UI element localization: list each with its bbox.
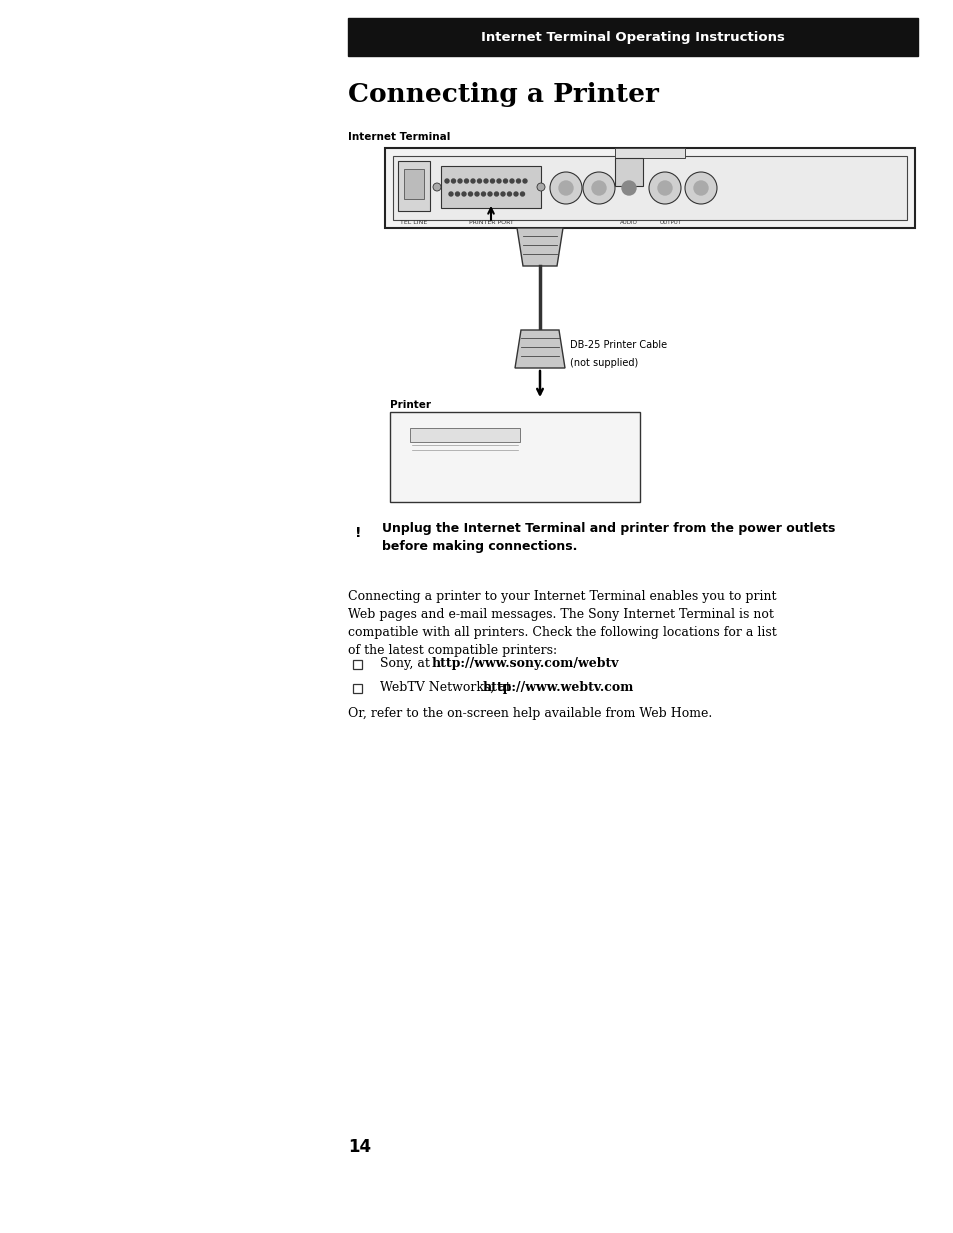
Bar [615, 158, 642, 186]
Text: Printer: Printer [390, 399, 431, 411]
Text: before making connections.: before making connections. [381, 540, 577, 552]
Circle shape [455, 192, 459, 196]
Circle shape [648, 171, 680, 203]
Circle shape [433, 182, 440, 191]
Bar [410, 428, 519, 441]
Bar [390, 412, 639, 502]
Text: compatible with all printers. Check the following locations for a list: compatible with all printers. Check the … [348, 626, 776, 639]
Circle shape [475, 192, 478, 196]
Text: TEL LINE: TEL LINE [400, 219, 427, 224]
Text: Connecting a printer to your Internet Terminal enables you to print: Connecting a printer to your Internet Te… [348, 591, 776, 603]
Circle shape [503, 179, 507, 182]
Circle shape [550, 171, 581, 203]
Bar [393, 157, 906, 219]
Text: Web pages and e-mail messages. The Sony Internet Terminal is not: Web pages and e-mail messages. The Sony … [348, 608, 773, 621]
Circle shape [507, 192, 511, 196]
Circle shape [488, 192, 492, 196]
Circle shape [592, 181, 605, 195]
Circle shape [537, 182, 544, 191]
Circle shape [510, 179, 514, 182]
Bar [353, 660, 361, 670]
Circle shape [500, 192, 504, 196]
Text: 14: 14 [348, 1138, 371, 1157]
Bar [440, 166, 540, 208]
Text: http://www.sony.com/webtv: http://www.sony.com/webtv [432, 657, 618, 670]
Text: OUTPUT: OUTPUT [659, 219, 681, 224]
Bar [615, 148, 684, 158]
Circle shape [444, 179, 449, 182]
Text: Or, refer to the on-screen help available from Web Home.: Or, refer to the on-screen help availabl… [348, 707, 712, 720]
Text: Internet Terminal: Internet Terminal [348, 132, 450, 142]
Circle shape [461, 192, 465, 196]
Text: DB-25 Printer Cable: DB-25 Printer Cable [569, 340, 666, 350]
Bar [403, 169, 423, 199]
Text: Unplug the Internet Terminal and printer from the power outlets: Unplug the Internet Terminal and printer… [381, 522, 835, 535]
Text: Internet Terminal Operating Instructions: Internet Terminal Operating Instructions [480, 31, 784, 43]
Circle shape [522, 179, 526, 182]
Circle shape [451, 179, 455, 182]
Circle shape [471, 179, 475, 182]
Circle shape [490, 179, 494, 182]
Circle shape [449, 192, 453, 196]
Circle shape [494, 192, 498, 196]
Circle shape [468, 192, 472, 196]
Circle shape [483, 179, 488, 182]
Circle shape [693, 181, 707, 195]
Circle shape [464, 179, 468, 182]
Text: (not supplied): (not supplied) [569, 358, 638, 367]
Text: http://www.webtv.com: http://www.webtv.com [482, 681, 634, 694]
Text: of the latest compatible printers:: of the latest compatible printers: [348, 644, 557, 657]
Circle shape [558, 181, 573, 195]
Circle shape [582, 171, 615, 203]
Circle shape [516, 179, 520, 182]
Circle shape [684, 171, 717, 203]
Circle shape [481, 192, 485, 196]
Text: Sony, at: Sony, at [379, 657, 434, 670]
Bar [397, 162, 430, 211]
Bar [353, 684, 361, 693]
Text: WebTV Networks, at: WebTV Networks, at [379, 681, 515, 694]
Circle shape [658, 181, 671, 195]
Text: PRINTER PORT: PRINTER PORT [468, 219, 513, 224]
Text: AUDIO: AUDIO [619, 219, 638, 224]
Circle shape [621, 181, 636, 195]
Text: !: ! [355, 526, 361, 540]
Polygon shape [517, 228, 562, 266]
Circle shape [457, 179, 461, 182]
Bar [348, 18, 917, 55]
Circle shape [520, 192, 524, 196]
Circle shape [477, 179, 481, 182]
Polygon shape [515, 330, 564, 367]
Circle shape [514, 192, 517, 196]
Text: Connecting a Printer: Connecting a Printer [348, 83, 659, 107]
Bar [385, 148, 914, 228]
Circle shape [497, 179, 500, 182]
